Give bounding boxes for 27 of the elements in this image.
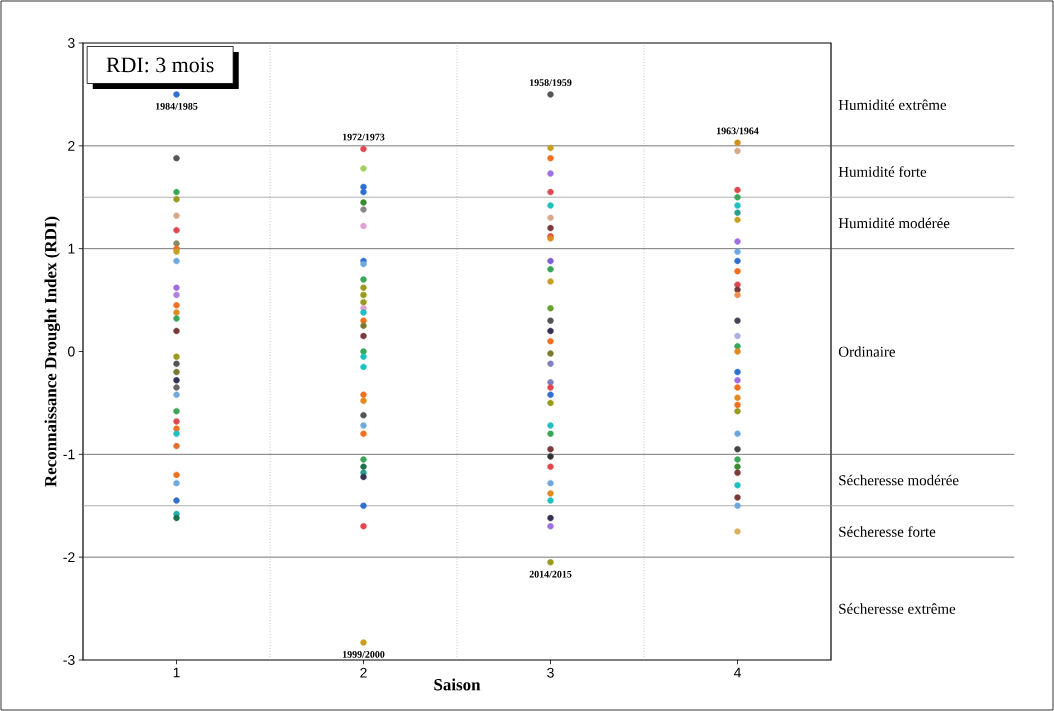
- x-tick-label: 3: [547, 667, 554, 678]
- text: Humidité forte: [838, 166, 927, 177]
- text: Ordinaire: [838, 346, 895, 357]
- y-tick-label: -2: [63, 552, 75, 563]
- annotation: 1984/1985: [155, 102, 198, 110]
- annotation: 1999/2000: [342, 651, 385, 658]
- annotation: 1972/1973: [342, 133, 385, 141]
- annotation: 1963/1964: [716, 127, 759, 135]
- annotation: 1958/1959: [529, 79, 572, 86]
- y-tick-label: 1: [68, 243, 75, 254]
- x-axis-title: Saison: [434, 678, 481, 691]
- text: Humidité extrême: [838, 99, 947, 110]
- x-tick-label: 2: [360, 667, 367, 678]
- y-tick-label: -3: [63, 655, 75, 665]
- y-tick-label: -1: [63, 449, 75, 460]
- text: Humidité modérée: [838, 217, 950, 229]
- x-tick-label: 1: [173, 667, 180, 678]
- annotation: 2014/2015: [529, 570, 572, 578]
- y-axis-title: Reconnaissance Drought Index (RDI): [44, 216, 60, 487]
- y-tick-label: 2: [68, 140, 75, 151]
- text: Sécheresse modérée: [839, 474, 959, 486]
- x-tick-label: 4: [733, 667, 741, 678]
- y-tick-label: 3: [68, 38, 75, 48]
- annotation: RDI: 3 mois: [106, 57, 214, 73]
- y-tick-label: 0: [68, 346, 75, 357]
- text: Sécheresse forte: [839, 526, 936, 537]
- text: Sécheresse extrême: [839, 603, 956, 614]
